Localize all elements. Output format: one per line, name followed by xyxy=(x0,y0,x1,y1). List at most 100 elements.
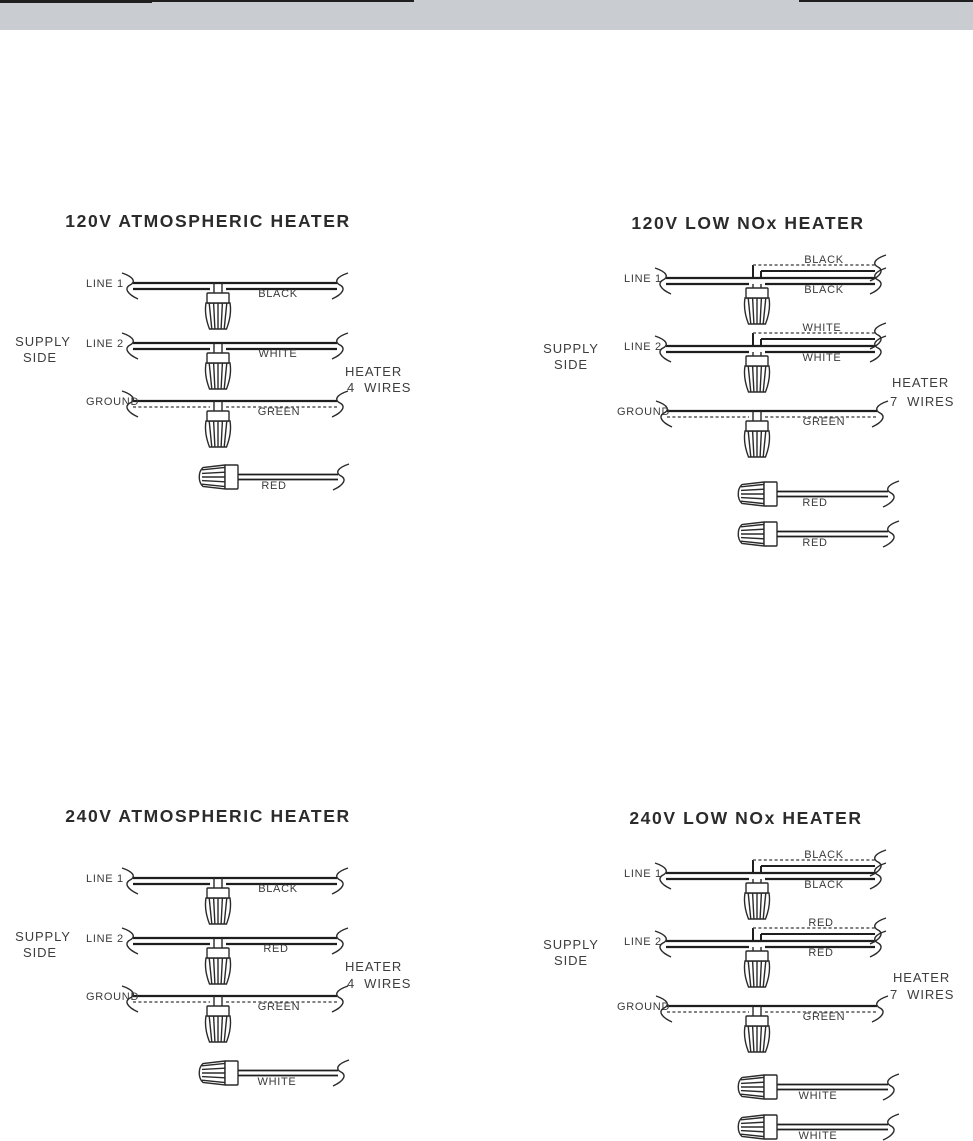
wire-nut-cap xyxy=(763,1074,778,1100)
wire-break-symbol xyxy=(654,267,672,295)
wire-nut-ridges xyxy=(747,960,767,988)
wire-color-label: RED xyxy=(802,537,827,549)
wire-junction xyxy=(213,343,223,354)
wire-nut-ridges xyxy=(740,523,765,545)
wire-nut-cap xyxy=(206,292,230,304)
heater-pigtail-wire: WHITE xyxy=(737,1073,900,1102)
wire-nut-ridges xyxy=(208,362,228,390)
wire-nut-icon xyxy=(198,464,239,490)
heater-wires-label: 7 WIRES xyxy=(890,394,954,409)
wire-nut-cap xyxy=(206,1005,230,1017)
heater-pigtail-wire: RED xyxy=(737,520,900,549)
wire-junction xyxy=(213,938,223,949)
wire-nut-ridges xyxy=(201,466,226,488)
diagram-title: 240V LOW NOx HEATER xyxy=(629,808,862,828)
wire xyxy=(777,530,888,538)
heater-pigtail-wire: RED xyxy=(737,480,900,509)
diagram-title: 240V ATMOSPHERIC HEATER xyxy=(65,806,350,826)
wire-nut-ridges xyxy=(208,420,228,448)
line-label: GROUND xyxy=(86,396,139,408)
wire-nut-icon xyxy=(737,521,778,547)
supply-wire-row: LINE 1 BLACK xyxy=(86,867,349,925)
wire-nut-cap xyxy=(206,410,230,422)
wire-color-label: BLACK xyxy=(804,284,844,296)
wire-break-symbol xyxy=(869,862,887,890)
line-label: LINE 1 xyxy=(624,273,662,285)
supply-side-label: SUPPLY xyxy=(15,334,71,349)
supply-wire-row: LINE 1 BLACK BLACK xyxy=(624,254,887,325)
wire-nut-icon xyxy=(204,887,232,925)
line-label: GROUND xyxy=(86,991,139,1003)
wire-nut-cap xyxy=(224,464,239,490)
wire-nut-cap xyxy=(745,882,769,894)
wire-break-symbol xyxy=(654,862,672,890)
wire-break-symbol xyxy=(331,867,349,895)
supply-wire-row: GROUND GREEN xyxy=(617,995,889,1053)
wire-color-label: RED xyxy=(802,497,827,509)
wire-nut-ridges xyxy=(747,365,767,393)
wire-break-symbol xyxy=(654,930,672,958)
wire-color-label: WHITE xyxy=(803,322,842,334)
wire-nut-cap xyxy=(745,1015,769,1027)
supply-wire-row: LINE 2 RED RED xyxy=(624,917,887,988)
wire-nut-ridges xyxy=(747,1025,767,1053)
branch-elbow xyxy=(752,265,762,278)
wire-break-symbol xyxy=(871,400,889,428)
wire-break-symbol xyxy=(869,335,887,363)
wire xyxy=(777,490,888,498)
heater-wires-label: HEATER xyxy=(345,959,402,974)
supply-side-label: SUPPLY xyxy=(543,937,599,952)
heater-wires-label: HEATER xyxy=(345,364,402,379)
wire-break-symbol xyxy=(869,849,887,877)
wire-nut-icon xyxy=(204,1005,232,1043)
supply-wire-row: LINE 1 BLACK xyxy=(86,272,349,330)
line-label: GROUND xyxy=(617,1001,670,1013)
wire-break-symbol xyxy=(121,390,139,418)
wire-nut-icon xyxy=(198,1060,239,1086)
wire-junction xyxy=(213,283,223,294)
wire-break-symbol xyxy=(869,930,887,958)
wire-color-label: BLACK xyxy=(804,879,844,891)
supply-side-label: SUPPLY xyxy=(15,929,71,944)
wire-break-symbol xyxy=(882,480,900,508)
wire-nut-cap xyxy=(745,420,769,432)
supply-wire-row: GROUND GREEN xyxy=(617,400,889,458)
wire-break-symbol xyxy=(869,917,887,945)
wire-color-label: RED xyxy=(808,947,833,959)
wire-nut-ridges xyxy=(747,297,767,325)
wire-break-symbol xyxy=(332,1059,350,1087)
line-label: LINE 2 xyxy=(624,936,662,948)
wire-color-label: GREEN xyxy=(803,1011,846,1023)
wire-nut-cap xyxy=(206,947,230,959)
wire-nut-icon xyxy=(743,420,771,458)
branch-elbow xyxy=(752,333,762,346)
wire-break-symbol xyxy=(331,272,349,300)
wire-nut-ridges xyxy=(740,1116,765,1138)
wire-nut-ridges xyxy=(208,1015,228,1043)
supply-wire-row: GROUND GREEN xyxy=(86,985,349,1043)
wire-break-symbol xyxy=(121,867,139,895)
line-label: LINE 1 xyxy=(624,868,662,880)
heater-wires-label: HEATER xyxy=(893,970,950,985)
supply-wire-row: LINE 1 BLACK BLACK xyxy=(624,849,887,920)
wire-break-symbol xyxy=(882,1113,900,1141)
wire-color-label: GREEN xyxy=(258,406,301,418)
wire-nut-ridges xyxy=(208,302,228,330)
wire-nut-icon xyxy=(204,352,232,390)
heater-pigtail-wire: RED xyxy=(198,463,350,492)
wire-nut-icon xyxy=(737,481,778,507)
branch-elbow xyxy=(752,928,762,941)
branch-elbow xyxy=(752,860,762,873)
wire-color-label: GREEN xyxy=(258,1001,301,1013)
wire-color-label: RED xyxy=(808,917,833,929)
wire-break-symbol xyxy=(331,332,349,360)
wire-nut-icon xyxy=(743,355,771,393)
wire-nut-cap xyxy=(763,481,778,507)
wire-nut-icon xyxy=(743,287,771,325)
wire-nut-ridges xyxy=(747,892,767,920)
heater-pigtail-wire: WHITE xyxy=(737,1113,900,1141)
wire-break-symbol xyxy=(121,927,139,955)
